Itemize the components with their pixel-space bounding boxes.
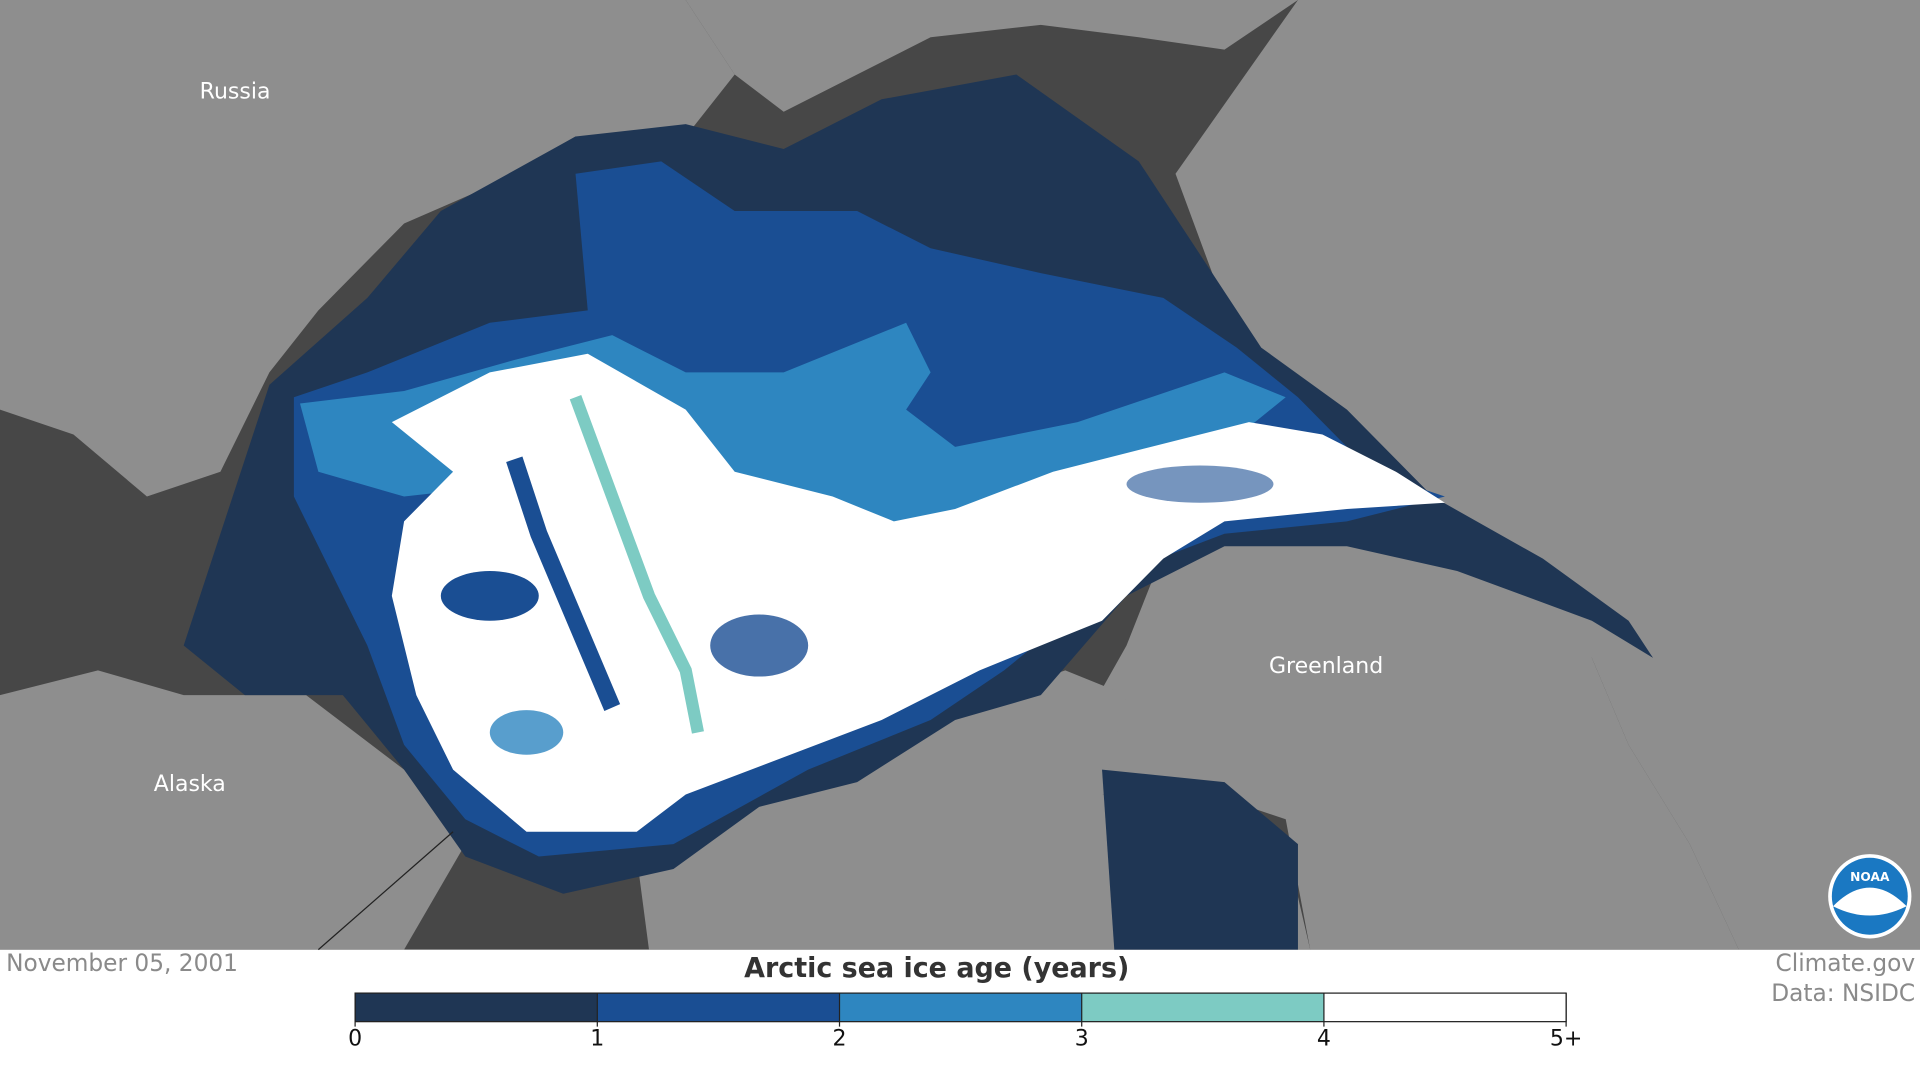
ice-age-2-3 xyxy=(489,710,564,755)
land xyxy=(0,0,1920,950)
ice-age-1-2 xyxy=(1126,465,1274,503)
ice-age-1-2 xyxy=(710,614,809,677)
legend-tick-label: 5+ xyxy=(1550,1025,1582,1051)
legend-title: Arctic sea ice age (years) xyxy=(744,953,1129,984)
place-label: Greenland xyxy=(1269,653,1383,679)
legend-swatch xyxy=(355,993,598,1022)
legend-swatch xyxy=(839,993,1082,1022)
land-siberia xyxy=(685,0,1298,112)
legend-tick-label: 4 xyxy=(1317,1025,1331,1051)
legend-swatch xyxy=(1323,993,1567,1022)
legend-tick-label: 2 xyxy=(832,1025,846,1051)
date: November 05, 2001 xyxy=(6,949,238,977)
credit: Data: NSIDC xyxy=(1771,979,1915,1007)
credit: Climate.gov xyxy=(1776,949,1916,977)
legend-tick-label: 1 xyxy=(590,1025,604,1051)
sea-ice xyxy=(183,74,1654,950)
ice-age-1-2 xyxy=(440,571,539,621)
land-alaska xyxy=(0,670,466,950)
legend-swatch xyxy=(1081,993,1324,1022)
ice-age-0-1 xyxy=(1102,769,1298,950)
ice-age-3-4 xyxy=(569,395,704,734)
legend-tick-label: 3 xyxy=(1075,1025,1089,1051)
boundary-line xyxy=(317,831,454,951)
noaa-logo: NOAA xyxy=(1828,854,1912,939)
place-label: Russia xyxy=(200,78,271,104)
place-label: Alaska xyxy=(154,771,226,797)
logo-bird xyxy=(1833,887,1907,916)
land-europe xyxy=(1175,0,1920,950)
land-russia xyxy=(0,0,735,497)
ice-age-1-2 xyxy=(506,456,621,712)
logo-text: NOAA xyxy=(1850,870,1890,884)
legend: 0 1 2 3 4 5+ xyxy=(348,992,1582,1052)
land-greenland xyxy=(1077,484,1739,950)
legend-swatch xyxy=(597,993,840,1022)
legend-tick-label: 0 xyxy=(348,1025,362,1051)
